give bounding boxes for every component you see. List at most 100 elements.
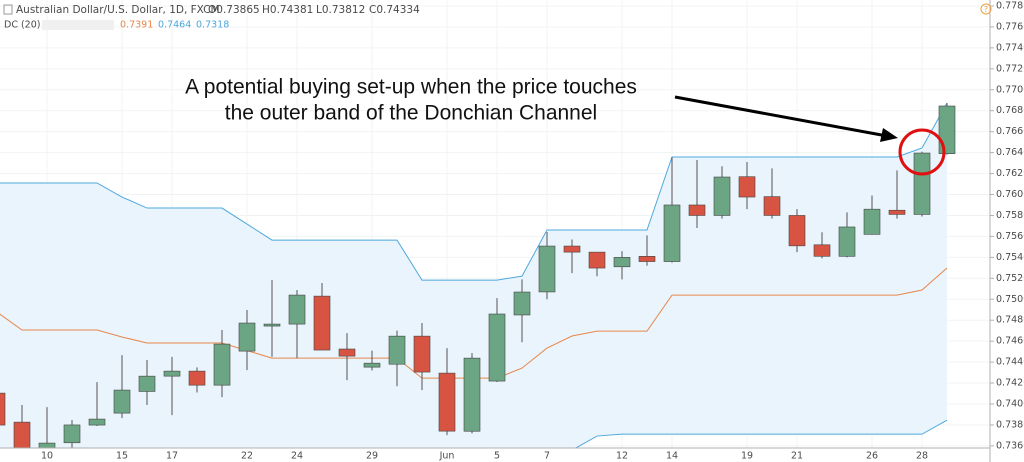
y-tick-label: 0.75000	[996, 294, 1024, 305]
x-tick-label: 26	[866, 451, 878, 462]
candle-body	[888, 209, 906, 215]
y-tick-label: 0.77800	[996, 0, 1024, 11]
candle-body	[538, 245, 556, 293]
candle-body	[763, 196, 781, 216]
indicator-value: 0.7464	[158, 20, 191, 31]
candle-body	[13, 421, 31, 448]
candle-body	[313, 295, 331, 351]
y-tick-label: 0.74200	[996, 378, 1024, 389]
highlight-circle	[898, 128, 946, 176]
indicator-value: 0.7318	[196, 20, 229, 31]
candle-body	[413, 335, 431, 373]
x-tick-label: 28	[916, 451, 928, 462]
y-tick-label: 0.73600	[996, 440, 1024, 451]
candle-body	[663, 204, 681, 262]
candle-body	[638, 256, 656, 262]
y-tick-label: 0.76600	[996, 126, 1024, 137]
candle-body	[513, 291, 531, 316]
y-tick-label: 0.76200	[996, 168, 1024, 179]
candle-body	[813, 244, 831, 257]
candle-body	[138, 375, 156, 392]
y-tick-label: 0.77600	[996, 21, 1024, 32]
candle-body	[788, 215, 806, 247]
indicator-buttons[interactable]	[42, 20, 114, 30]
y-tick-label: 0.74000	[996, 399, 1024, 410]
y-tick-label: 0.76800	[996, 105, 1024, 116]
x-tick-label: Jun	[439, 451, 455, 462]
candle-body	[388, 335, 406, 365]
arrow-shaft	[674, 95, 888, 138]
axes: 0.73600 0.73800 0.74000 0.74200 0.74400 0.746…	[41, 0, 1024, 461]
x-tick-label: 7	[544, 451, 550, 462]
x-tick-label: 24	[291, 451, 303, 462]
x-tick-label: 29	[366, 451, 378, 462]
candle-body	[238, 322, 256, 352]
y-tick-label: 0.74800	[996, 315, 1024, 326]
y-tick-label: 0.76000	[996, 189, 1024, 200]
y-tick-label: 0.73800	[996, 419, 1024, 430]
help-icon-mark[interactable]: ?	[984, 5, 988, 14]
candle-body	[588, 251, 606, 269]
x-tick-label: 17	[166, 451, 178, 462]
x-tick-label: 21	[791, 451, 803, 462]
ohlc-low: L0.73812	[316, 4, 365, 16]
symbol: Australian Dollar/U.S. Dollar, 1D, FXCM	[16, 4, 220, 16]
y-tick-label: 0.75400	[996, 252, 1024, 263]
x-tick-label: 5	[494, 451, 500, 462]
plot-area	[0, 102, 956, 448]
y-tick-label: 0.75200	[996, 273, 1024, 284]
candle-body	[63, 424, 81, 444]
symbol-icon	[3, 4, 13, 15]
channel-line	[574, 419, 948, 448]
candle-body	[263, 323, 281, 327]
x-tick-label: 19	[741, 451, 753, 462]
x-tick-label: 12	[616, 451, 628, 462]
y-tick-label: 0.77200	[996, 63, 1024, 74]
x-tick-label: 22	[241, 451, 253, 462]
candle-body	[38, 442, 56, 448]
candle-body	[738, 176, 756, 198]
y-tick-label: 0.75800	[996, 210, 1024, 221]
y-tick-label: 0.75600	[996, 231, 1024, 242]
candle-body	[188, 370, 206, 386]
candle-body	[488, 313, 506, 382]
ohlc-open: O0.73865	[208, 4, 260, 16]
candle-body	[88, 418, 106, 426]
candle-body	[688, 204, 706, 216]
channel-band	[0, 102, 947, 448]
candle-body	[113, 389, 131, 414]
candle-body	[838, 226, 856, 257]
y-tick-label: 0.77400	[996, 42, 1024, 53]
header: Australian Dollar/U.S. Dollar, 1D, FXCM …	[3, 3, 992, 31]
candle-body	[938, 105, 956, 154]
indicator-value: 0.7391	[120, 20, 153, 31]
y-tick-label: 0.74400	[996, 357, 1024, 368]
candle-body	[913, 152, 931, 215]
channel-line	[0, 102, 948, 281]
annotation-line: A potential buying set-up when the price…	[185, 76, 637, 99]
x-tick-label: 15	[116, 451, 128, 462]
candle-body	[438, 372, 456, 432]
candle-body	[0, 392, 6, 426]
candle-body	[288, 294, 306, 325]
candle-body	[463, 357, 481, 432]
candle-body	[363, 362, 381, 368]
ohlc-close: C0.74334	[369, 4, 420, 16]
candle-body	[163, 370, 181, 377]
y-tick-label: 0.76400	[996, 147, 1024, 158]
indicator-values: 0.7391 0.7464 0.7318	[120, 20, 229, 31]
candle-body	[613, 257, 631, 268]
help-icon[interactable]	[980, 3, 992, 15]
x-tick-label: 10	[41, 451, 53, 462]
candle-body	[338, 348, 356, 357]
candle-body	[563, 245, 581, 253]
candle-body	[213, 343, 231, 386]
arrow-head	[880, 128, 898, 142]
ohlc-high: H0.74381	[262, 4, 313, 16]
y-tick-label: 0.77000	[996, 84, 1024, 95]
annotation-line: the outer band of the Donchian Channel	[225, 102, 597, 125]
candle-body	[713, 176, 731, 216]
indicator-name: DC (20)	[4, 20, 40, 31]
annotation: A potential buying set-up when the price…	[185, 76, 946, 176]
